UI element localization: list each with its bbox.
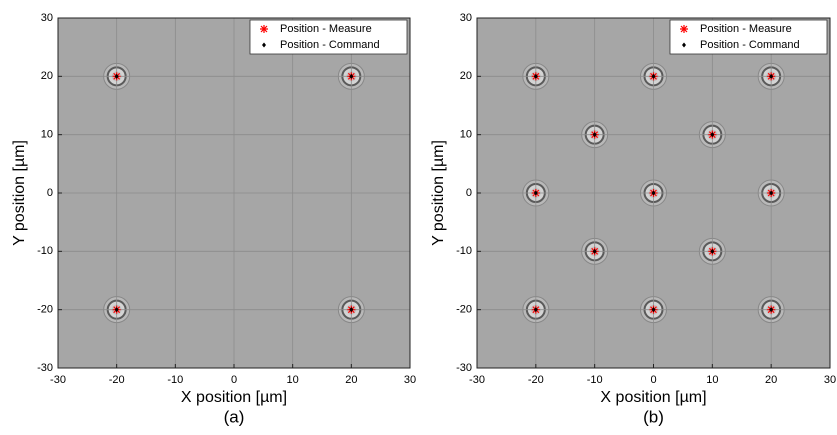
command-marker [114,73,119,79]
y-tick-label: 10 [460,129,472,141]
x-tick-label: 0 [650,374,656,386]
command-marker [682,42,686,48]
command-marker [533,190,538,196]
chart: -30 -20 -10 0 10 20 30 -30 -20 -10 0 10 20 30 Position… [11,12,416,427]
y-tick-label: 30 [41,12,53,24]
y-tick-label: 20 [460,70,472,82]
command-marker [769,73,774,79]
y-axis-label: Y position [µm] [430,140,447,246]
x-tick-label: -20 [528,374,544,386]
command-marker [710,132,715,138]
x-tick-label: -10 [587,374,603,386]
command-marker [710,248,715,254]
legend: Position - Measure Position - Command [669,19,828,55]
command-marker [349,307,354,313]
legend-label: Position - Command [280,39,380,51]
y-tick-label: -20 [456,304,472,316]
x-axis-label: X position [µm] [181,389,287,406]
x-axis-label: X position [µm] [600,389,706,406]
x-tick-label: -30 [469,374,485,386]
chart: -30 -20 -10 0 10 20 30 -30 -20 -10 0 10 20 30 Position… [430,12,836,427]
y-tick-label: 20 [41,70,53,82]
y-tick-label: -10 [37,245,53,257]
x-tick-label: 0 [231,374,237,386]
y-tick-label: 10 [41,129,53,141]
axes-frame [57,17,411,369]
x-tick-label: -30 [50,374,66,386]
command-marker [592,132,597,138]
x-tick-label: 10 [287,374,299,386]
command-marker [651,73,656,79]
y-tick-label: -10 [456,245,472,257]
y-tick-label: 0 [47,187,53,199]
command-marker [533,73,538,79]
measure-marker [680,25,688,33]
legend-box [249,19,408,55]
y-tick-label: 30 [460,12,472,24]
command-marker [114,307,119,313]
legend-box [669,19,828,55]
y-tick-label: 0 [466,187,472,199]
command-marker [769,307,774,313]
x-tick-label: 20 [345,374,357,386]
command-marker [533,307,538,313]
measure-marker [260,25,268,33]
x-tick-label: 20 [765,374,777,386]
axes-frame [476,17,831,369]
command-marker [651,190,656,196]
x-tick-label: 30 [404,374,416,386]
command-marker [769,190,774,196]
legend-label: Position - Measure [280,23,372,35]
x-tick-label: -20 [109,374,125,386]
command-marker [262,42,266,48]
command-marker [592,248,597,254]
legend-label: Position - Command [700,39,800,51]
legend: Position - Measure Position - Command [249,19,408,55]
command-marker [349,73,354,79]
y-tick-label: -30 [37,362,53,374]
legend-label: Position - Measure [700,23,792,35]
x-tick-label: 30 [824,374,836,386]
y-tick-label: -30 [456,362,472,374]
x-tick-label: 10 [706,374,718,386]
caption: (a) [224,407,245,426]
command-marker [651,307,656,313]
y-tick-label: -20 [37,304,53,316]
x-tick-label: -10 [167,374,183,386]
caption: (b) [643,407,664,426]
y-axis-label: Y position [µm] [11,140,28,246]
